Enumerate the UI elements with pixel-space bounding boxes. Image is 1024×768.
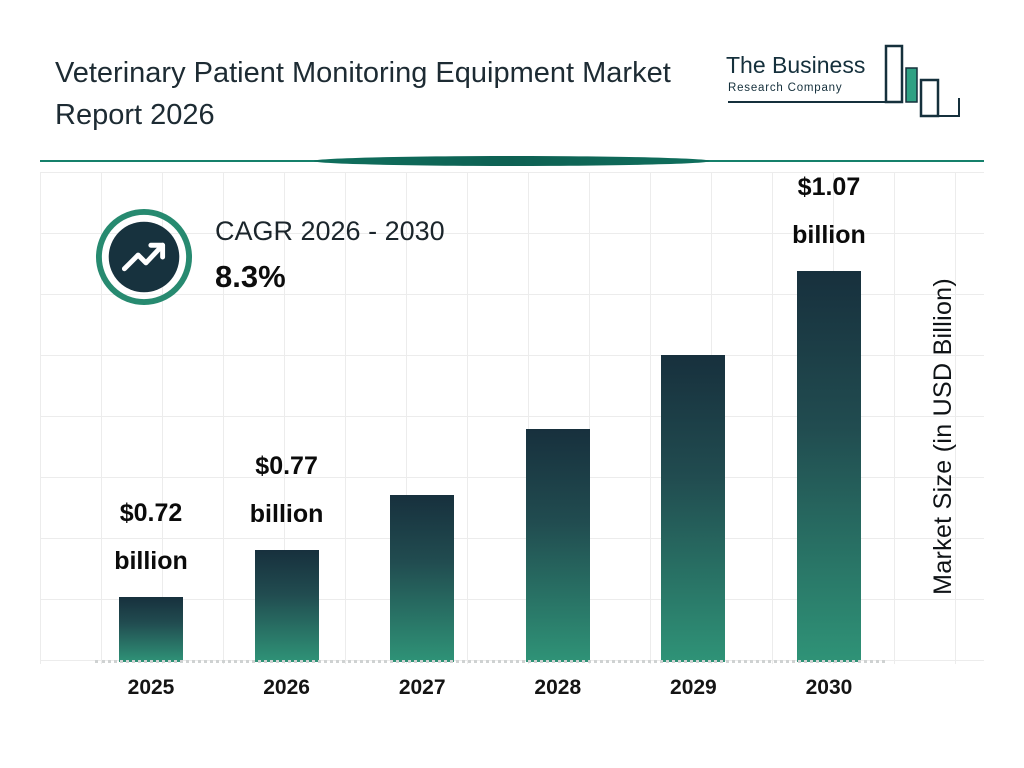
cagr-block: CAGR 2026 - 2030 8.3%: [95, 208, 445, 306]
bar-column-2027: [366, 495, 478, 662]
logo-name: The Business: [726, 52, 866, 78]
plot-area: $0.72 billion $0.77 billion $1.07 billion: [95, 173, 885, 662]
bar-2025: [119, 597, 183, 662]
logo-bar-chart-icon: [728, 44, 960, 118]
bar-2026: [254, 550, 319, 662]
bar-value-label-2026: $0.77 billion: [249, 452, 324, 528]
title-divider: [40, 156, 984, 166]
y-axis-title: Market Size (in USD Billion): [929, 278, 957, 595]
x-tick-label-2028: 2028: [534, 676, 582, 699]
x-tick-label-2030: 2030: [805, 676, 853, 699]
bar-column-2030: $1.07 billion: [773, 163, 885, 662]
bar-value-label-2030: $1.07 billion: [792, 173, 866, 249]
x-axis-labels: 2025 2026 2027 2028 2029 2030: [95, 676, 885, 700]
bar-2027: [390, 495, 455, 662]
x-tick-label-2026: 2026: [263, 676, 310, 699]
axis-baseline: [95, 660, 885, 663]
bar-column-2028: [502, 429, 614, 662]
bar-column-2026: $0.77 billion: [231, 442, 343, 662]
cagr-label: CAGR 2026 - 2030: [215, 216, 445, 246]
page-title: Veterinary Patient Monitoring Equipment …: [55, 57, 671, 132]
company-logo: The Business Research Company: [726, 40, 966, 130]
cagr-value: 8.3%: [215, 259, 286, 294]
bar-value-label-2025: $0.72 billion: [114, 499, 188, 575]
x-tick-label-2025: 2025: [127, 676, 175, 699]
logo-subname: Research Company: [728, 82, 843, 94]
bar-2029: [661, 355, 726, 662]
bar-2030: [796, 271, 861, 662]
x-tick-label-2029: 2029: [670, 676, 717, 699]
trending-up-icon: [95, 208, 193, 306]
divider-lens: [313, 156, 711, 166]
bar-column-2029: [637, 355, 749, 662]
bar-2028: [525, 429, 590, 662]
cagr-texts: CAGR 2026 - 2030 8.3%: [215, 208, 445, 295]
x-tick-label-2027: 2027: [398, 676, 446, 699]
bar-column-2025: $0.72 billion: [95, 489, 207, 662]
